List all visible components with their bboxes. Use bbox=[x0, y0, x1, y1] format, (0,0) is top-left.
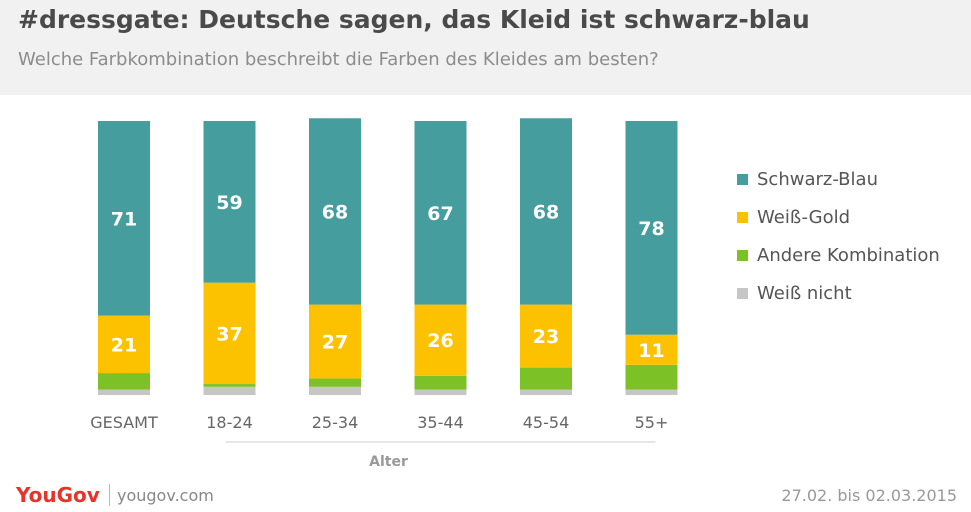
data-label-schwarz-blau-5: 78 bbox=[638, 218, 664, 240]
data-label-weiss-gold-0: 21 bbox=[111, 334, 137, 356]
bar-weiss-gold-2 bbox=[309, 304, 361, 379]
x-tick-label: GESAMT bbox=[90, 413, 158, 432]
x-tick-label: 55+ bbox=[635, 413, 669, 432]
survey-date-range: 27.02. bis 02.03.2015 bbox=[781, 486, 957, 505]
legend-label-weiss-gold: Weiß-Gold bbox=[757, 206, 851, 228]
stacked-bar-chart: 21 71 GESAMT 37 59 18-24 27 68 25-34 26 67 35-44 23 6… bbox=[90, 118, 678, 470]
bar-schwarz-blau-2 bbox=[309, 118, 361, 305]
x-tick-label: 25-34 bbox=[312, 413, 359, 432]
footer-url-link[interactable]: yougov.com bbox=[117, 486, 214, 505]
bar-weiss-gold-5 bbox=[625, 334, 678, 365]
bar-weiss-nicht-3 bbox=[414, 389, 467, 395]
legend-label-schwarz-blau: Schwarz-Blau bbox=[757, 168, 878, 190]
bar-andere-kombination-1 bbox=[203, 384, 256, 387]
chart-legend: Schwarz-Blau Weiß-Gold Andere Kombinatio… bbox=[737, 160, 940, 312]
bar-weiss-gold-1 bbox=[203, 282, 256, 385]
x-tick-label: 18-24 bbox=[206, 413, 253, 432]
legend-swatch-weiss-nicht bbox=[737, 287, 748, 299]
bar-weiss-nicht-0 bbox=[98, 389, 150, 395]
bar-weiss-gold-0 bbox=[98, 315, 150, 374]
data-label-schwarz-blau-2: 68 bbox=[322, 201, 348, 223]
bar-andere-kombination-2 bbox=[309, 378, 361, 387]
data-label-schwarz-blau-1: 59 bbox=[216, 192, 242, 214]
legend-item-schwarz-blau: Schwarz-Blau bbox=[737, 160, 940, 198]
bar-weiss-gold-3 bbox=[414, 304, 467, 376]
legend-item-weiss-nicht: Weiß nicht bbox=[737, 274, 940, 312]
bar-weiss-nicht-1 bbox=[203, 386, 256, 395]
bar-andere-kombination-4 bbox=[520, 367, 572, 390]
chart-title: #dressgate: Deutsche sagen, das Kleid is… bbox=[18, 5, 810, 34]
data-label-schwarz-blau-4: 68 bbox=[533, 201, 559, 223]
legend-swatch-andere-kombination bbox=[737, 249, 748, 261]
x-tick-label: 45-54 bbox=[523, 413, 570, 432]
data-label-weiss-gold-4: 23 bbox=[533, 326, 559, 348]
bar-andere-kombination-5 bbox=[625, 364, 678, 390]
data-label-schwarz-blau-0: 71 bbox=[111, 208, 137, 230]
chart-subtitle: Welche Farbkombination beschreibt die Fa… bbox=[18, 49, 659, 70]
bar-weiss-nicht-4 bbox=[520, 389, 572, 395]
legend-label-weiss-nicht: Weiß nicht bbox=[757, 282, 852, 304]
bar-schwarz-blau-3 bbox=[414, 121, 467, 305]
x-tick-label: 35-44 bbox=[417, 413, 464, 432]
header-band: #dressgate: Deutsche sagen, das Kleid is… bbox=[0, 0, 971, 95]
data-label-weiss-gold-2: 27 bbox=[322, 332, 348, 354]
yougov-logo: YouGov bbox=[16, 483, 100, 507]
data-label-weiss-gold-1: 37 bbox=[216, 323, 242, 345]
data-label-weiss-gold-3: 26 bbox=[427, 330, 453, 352]
legend-item-weiss-gold: Weiß-Gold bbox=[737, 198, 940, 236]
bar-weiss-nicht-5 bbox=[625, 389, 678, 395]
bar-weiss-gold-4 bbox=[520, 304, 572, 368]
bar-schwarz-blau-0 bbox=[98, 121, 150, 316]
bar-weiss-nicht-2 bbox=[309, 386, 361, 395]
footer-divider bbox=[109, 484, 110, 506]
bar-schwarz-blau-1 bbox=[203, 121, 256, 283]
legend-label-andere-kombination: Andere Kombination bbox=[757, 244, 940, 266]
legend-item-andere-kombination: Andere Kombination bbox=[737, 236, 940, 274]
legend-swatch-weiss-gold bbox=[737, 211, 748, 223]
legend-swatch-schwarz-blau bbox=[737, 173, 748, 185]
data-label-schwarz-blau-3: 67 bbox=[427, 203, 453, 225]
x-axis-label: Alter bbox=[369, 454, 408, 470]
bar-schwarz-blau-5 bbox=[625, 121, 678, 335]
bar-andere-kombination-3 bbox=[414, 375, 467, 390]
bar-andere-kombination-0 bbox=[98, 373, 150, 390]
data-label-weiss-gold-5: 11 bbox=[638, 340, 664, 362]
bar-schwarz-blau-4 bbox=[520, 118, 572, 305]
